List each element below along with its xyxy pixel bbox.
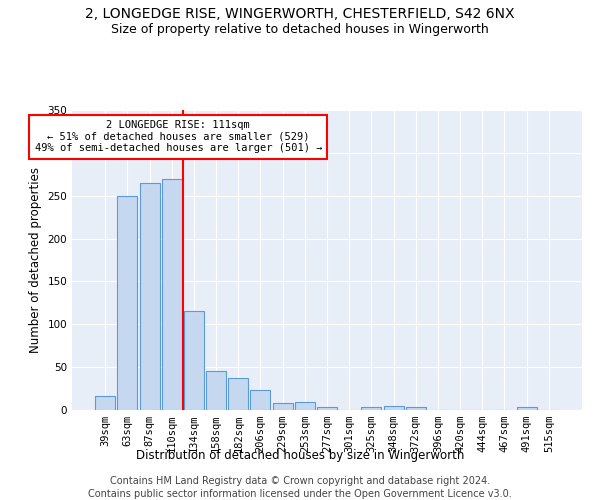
Text: Contains public sector information licensed under the Open Government Licence v3: Contains public sector information licen… — [88, 489, 512, 499]
Text: Size of property relative to detached houses in Wingerworth: Size of property relative to detached ho… — [111, 22, 489, 36]
Bar — [162, 178, 182, 410]
Bar — [383, 406, 404, 410]
Bar — [317, 408, 337, 410]
Bar — [517, 408, 536, 410]
Bar — [361, 406, 382, 410]
Bar — [140, 183, 160, 410]
Text: Contains HM Land Registry data © Crown copyright and database right 2024.: Contains HM Land Registry data © Crown c… — [110, 476, 490, 486]
Bar — [206, 372, 226, 410]
Text: Distribution of detached houses by size in Wingerworth: Distribution of detached houses by size … — [136, 448, 464, 462]
Bar — [250, 390, 271, 410]
Text: 2 LONGEDGE RISE: 111sqm
← 51% of detached houses are smaller (529)
49% of semi-d: 2 LONGEDGE RISE: 111sqm ← 51% of detache… — [35, 120, 322, 154]
Bar — [272, 403, 293, 410]
Bar — [95, 396, 115, 410]
Bar — [228, 378, 248, 410]
Y-axis label: Number of detached properties: Number of detached properties — [29, 167, 42, 353]
Bar — [295, 402, 315, 410]
Bar — [118, 196, 137, 410]
Text: 2, LONGEDGE RISE, WINGERWORTH, CHESTERFIELD, S42 6NX: 2, LONGEDGE RISE, WINGERWORTH, CHESTERFI… — [85, 8, 515, 22]
Bar — [406, 406, 426, 410]
Bar — [184, 310, 204, 410]
